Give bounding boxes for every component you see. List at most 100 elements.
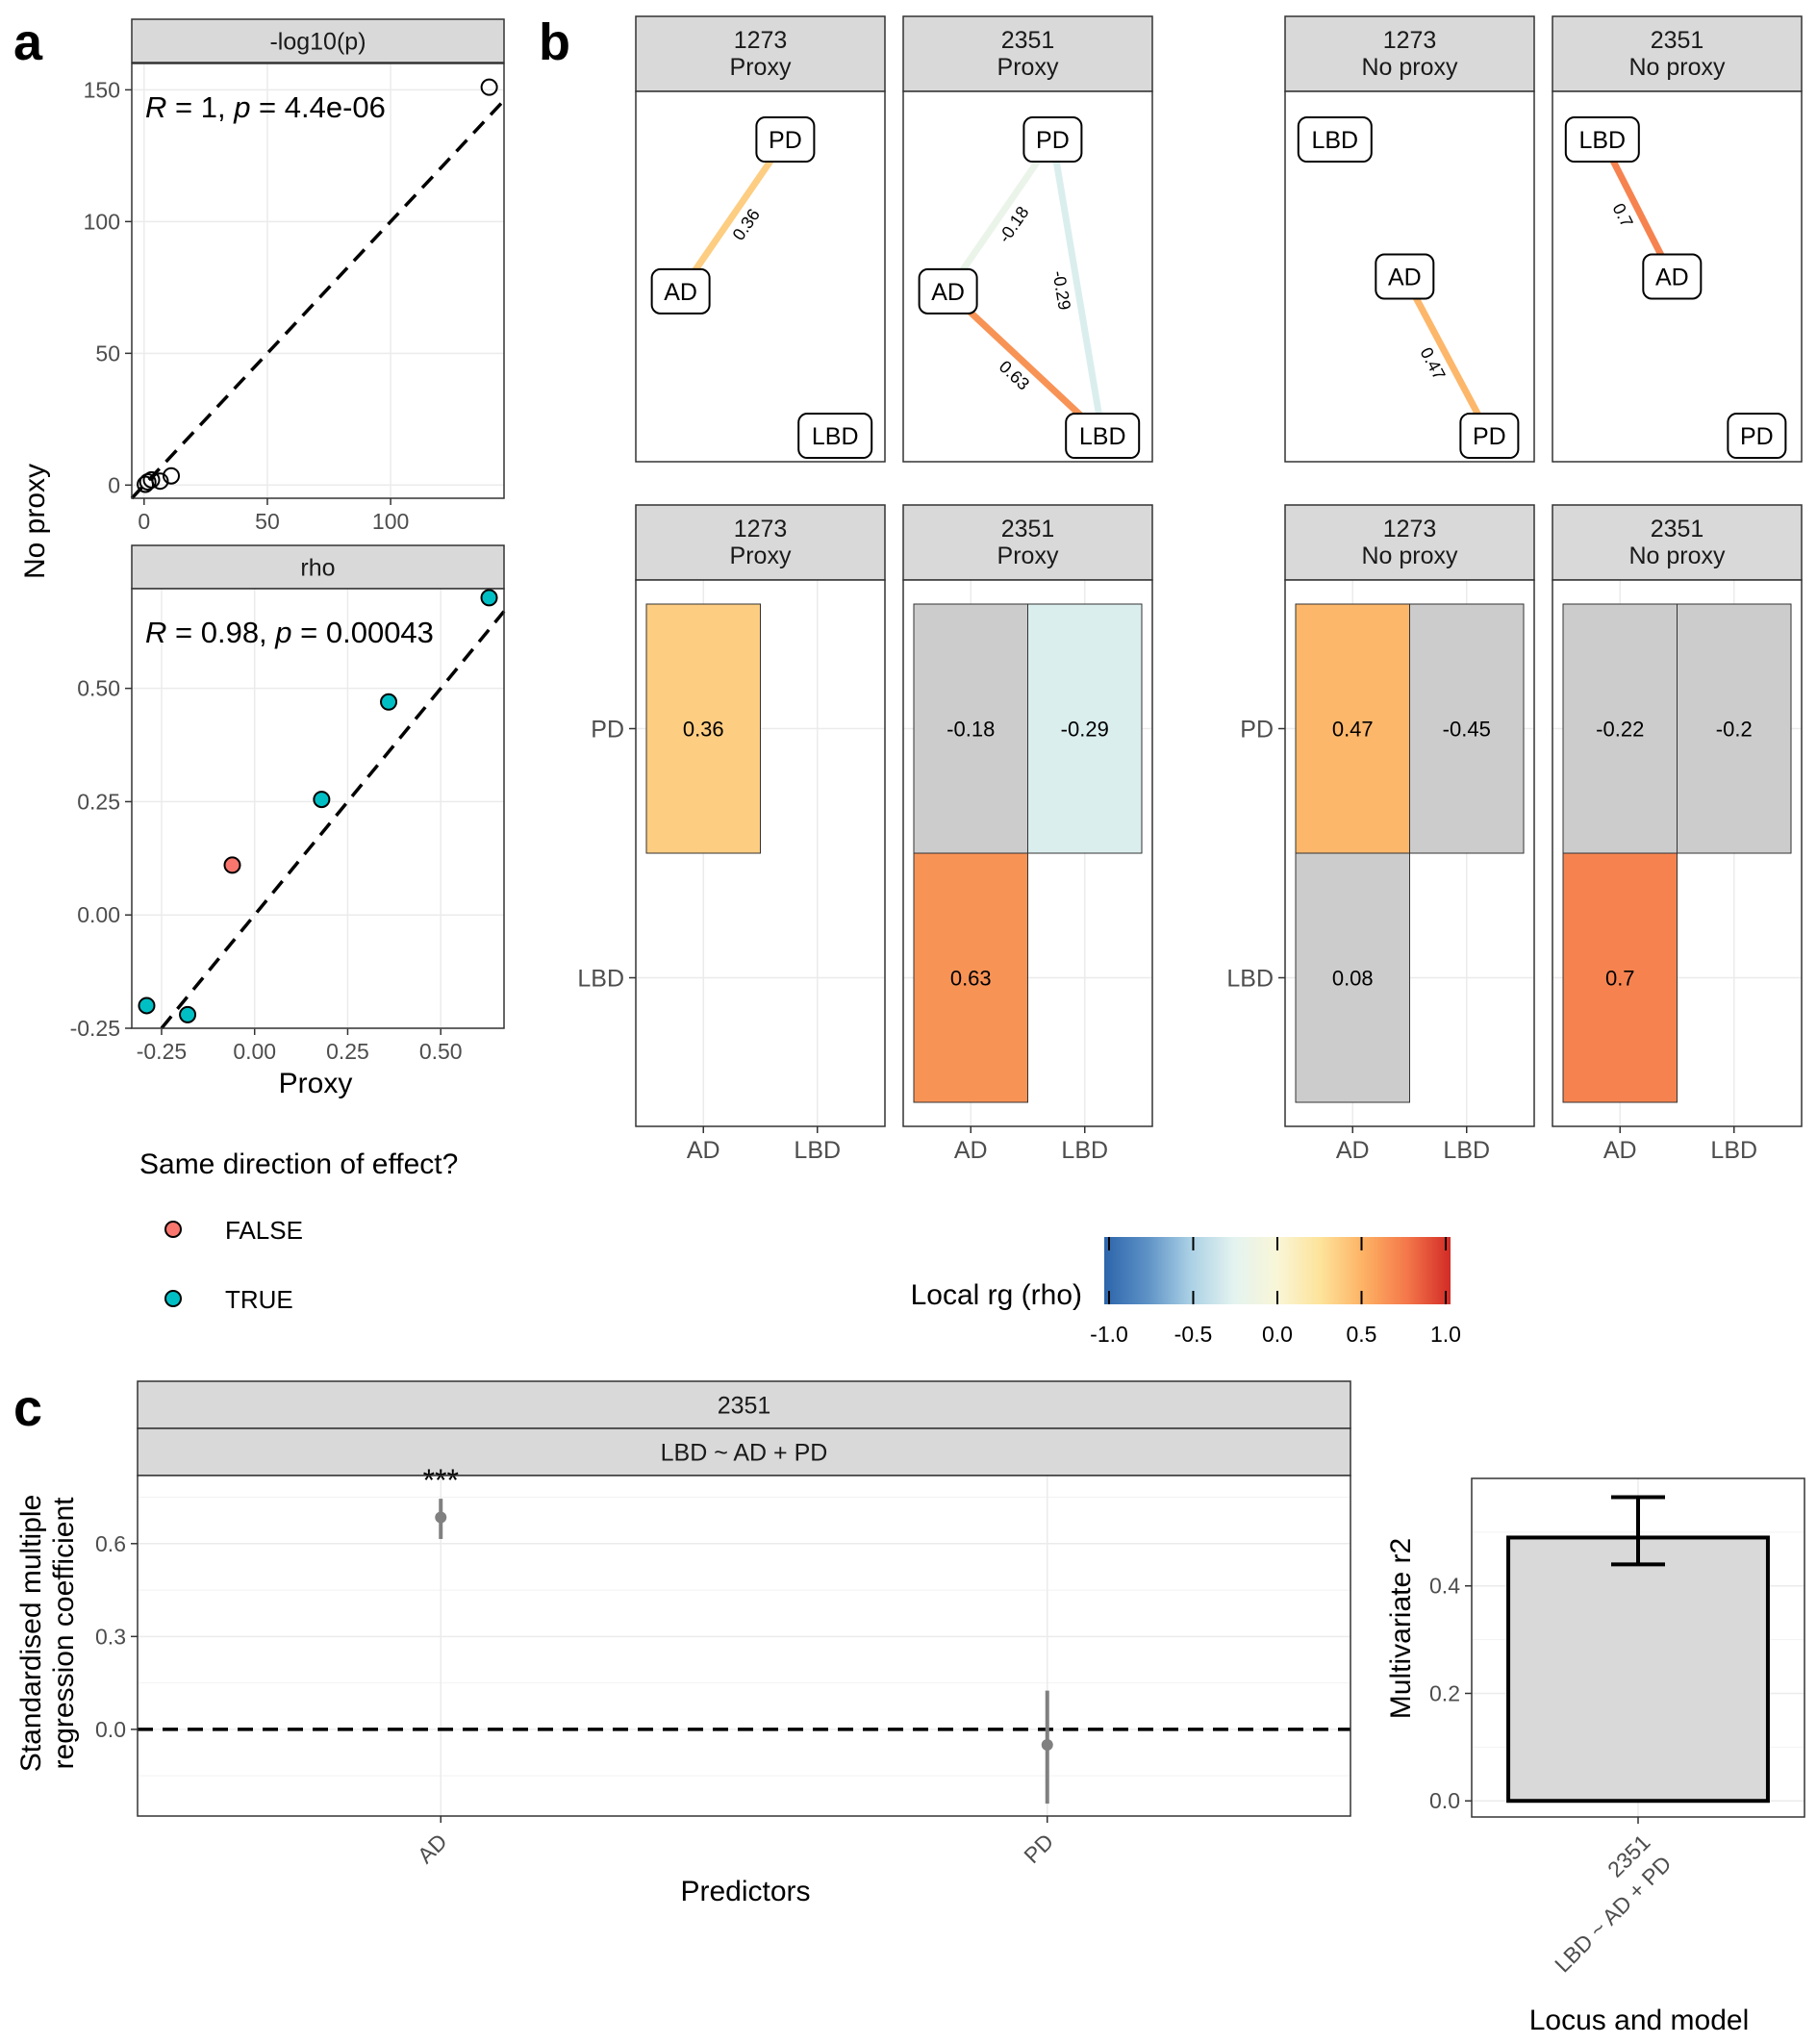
heatmap-panel-strip-label: 2351 (1001, 516, 1055, 543)
y-tick-label: 0 (108, 472, 120, 497)
heatmap-panel-frame (902, 579, 1153, 1127)
heatmap-panel-frame (635, 579, 886, 1127)
x-tick-label: 0 (138, 509, 150, 534)
coefficient-panel-strip (137, 1380, 1351, 1429)
network-edge (945, 136, 1056, 295)
heatmap-cell-label: -0.29 (1061, 718, 1109, 742)
network-node (918, 267, 978, 315)
heatmap-cell-label: 0.36 (683, 718, 724, 742)
network-node-label: AD (1655, 265, 1689, 291)
scatter-a1-strip (131, 18, 505, 63)
network-node (797, 413, 873, 460)
y-tick-label: PD (1240, 717, 1274, 744)
panel-c2-xlabel: Locus and model (1529, 2005, 1750, 2036)
x-tick-label: AD (954, 1137, 988, 1164)
heatmap-panel-strip-label: No proxy (1628, 543, 1726, 569)
heatmap-cell (1027, 603, 1143, 854)
heatmap-panel-strip (1284, 504, 1535, 581)
panel-a-ylabel: No proxy (19, 464, 51, 579)
y-tick-label: LBD (577, 966, 624, 993)
network-panel-strip-label: 1273 (734, 27, 788, 54)
chart-marks: -log10(p) 0 50 100 0 50 100 150 R = 1, p = 4.4e-… (70, 15, 1805, 1978)
colorbar-ticks: -1.0 -0.5 0.0 0.5 1.0 (1090, 1237, 1461, 1347)
network-panel-strip (635, 15, 886, 92)
correlation-annotation: R = 0.98, p = 0.00043 (145, 616, 434, 649)
network-node-label: PD (1473, 423, 1506, 450)
x-tick-label: -0.25 (137, 1039, 187, 1064)
heatmap-cell-label: 0.7 (1605, 967, 1635, 991)
network-edge (945, 288, 1106, 440)
network-node-label: AD (931, 279, 965, 306)
colorbar-tick-label: 1.0 (1430, 1322, 1461, 1347)
heatmap-panel-strip-label: 1273 (734, 516, 788, 543)
legend-a-item-true: TRUE (164, 1285, 293, 1314)
r2-bar (1506, 1535, 1770, 1804)
network-node-label: AD (1388, 265, 1422, 291)
network-node (1022, 116, 1083, 164)
y-tick-label: 0.00 (77, 902, 120, 927)
network-node (1727, 413, 1787, 460)
network-node-label: PD (1740, 423, 1774, 450)
network-node-label: PD (1036, 127, 1070, 154)
scatter-point (179, 1005, 197, 1023)
x-tick-label: 0.00 (233, 1039, 276, 1064)
scatter-point (313, 791, 331, 809)
scatter-point (480, 78, 498, 96)
heatmap-panel-frame (1284, 579, 1535, 1127)
colorbar-tick-label: -1.0 (1090, 1322, 1128, 1347)
legend-a-title: Same direction of effect? (139, 1148, 458, 1180)
y-tick-label: 0.3 (95, 1624, 126, 1649)
x-tick-label: AD (1336, 1137, 1370, 1164)
heatmap-cell-label: 0.63 (950, 967, 992, 991)
y-tick-label: 0.0 (1429, 1788, 1460, 1813)
scatter-a1-frame (131, 63, 505, 499)
network-node (1297, 116, 1373, 164)
scatter-a1-strip-label: -log10(p) (269, 29, 366, 56)
scatter-point (151, 472, 169, 491)
heatmap-cell (1295, 603, 1410, 854)
x-tick-label: LBD (1061, 1137, 1108, 1164)
scatter-point (480, 589, 498, 607)
colorbar-tick-label: -0.5 (1174, 1322, 1213, 1347)
legend-a-key-true (164, 1290, 182, 1307)
heatmap-cell (645, 603, 761, 854)
network-panel-strip (902, 15, 1153, 92)
panel-c-ylabel-line1: Standardised multiple (15, 1495, 47, 1773)
heatmap-panel-frame (1552, 579, 1803, 1127)
network-panel-strip-label: No proxy (1628, 54, 1726, 81)
x-tick-label: 0.25 (326, 1039, 369, 1064)
panel-label-c: c (13, 1379, 42, 1437)
network-panel-strip-label: 2351 (1001, 27, 1055, 54)
legend-a-label-false: FALSE (225, 1216, 303, 1245)
heatmap-cell (1677, 603, 1792, 854)
heatmap-panel-strip-label: No proxy (1361, 543, 1458, 569)
x-tick-label: LBD (1710, 1137, 1757, 1164)
network-node-label: LBD (1311, 127, 1358, 154)
panel-label-a: a (13, 13, 43, 71)
heatmap-cell-label: -0.22 (1596, 718, 1644, 742)
legend-a-label-true: TRUE (225, 1285, 293, 1314)
scatter-point (138, 997, 156, 1015)
heatmap-panel-strip-label: Proxy (997, 543, 1059, 569)
heatmap-panel-strip-label: Proxy (730, 543, 792, 569)
scatter-a2-background (132, 589, 504, 1028)
heatmap-cell-label: 0.08 (1332, 967, 1374, 991)
network-node (650, 267, 711, 315)
x-tick-label: LBD (1443, 1137, 1490, 1164)
network-panel-strip (1552, 15, 1803, 92)
heatmap-panel-strip (902, 504, 1153, 581)
network-panel-strip-label: 1273 (1383, 27, 1437, 54)
y-tick-label: 150 (84, 77, 120, 102)
network-node (1065, 413, 1141, 460)
scatter-a1-background (132, 63, 504, 498)
coefficient-point (435, 1511, 447, 1524)
legend-a-key-false (164, 1221, 182, 1238)
heatmap-cell-label: -0.2 (1716, 718, 1753, 742)
x-tick-label: LBD (794, 1137, 841, 1164)
network-edge (1401, 273, 1493, 440)
network-node-label: LBD (1079, 423, 1126, 450)
network-node (1375, 253, 1435, 300)
identity-reference-line (130, 99, 506, 500)
heatmap-cell-label: -0.45 (1443, 718, 1491, 742)
